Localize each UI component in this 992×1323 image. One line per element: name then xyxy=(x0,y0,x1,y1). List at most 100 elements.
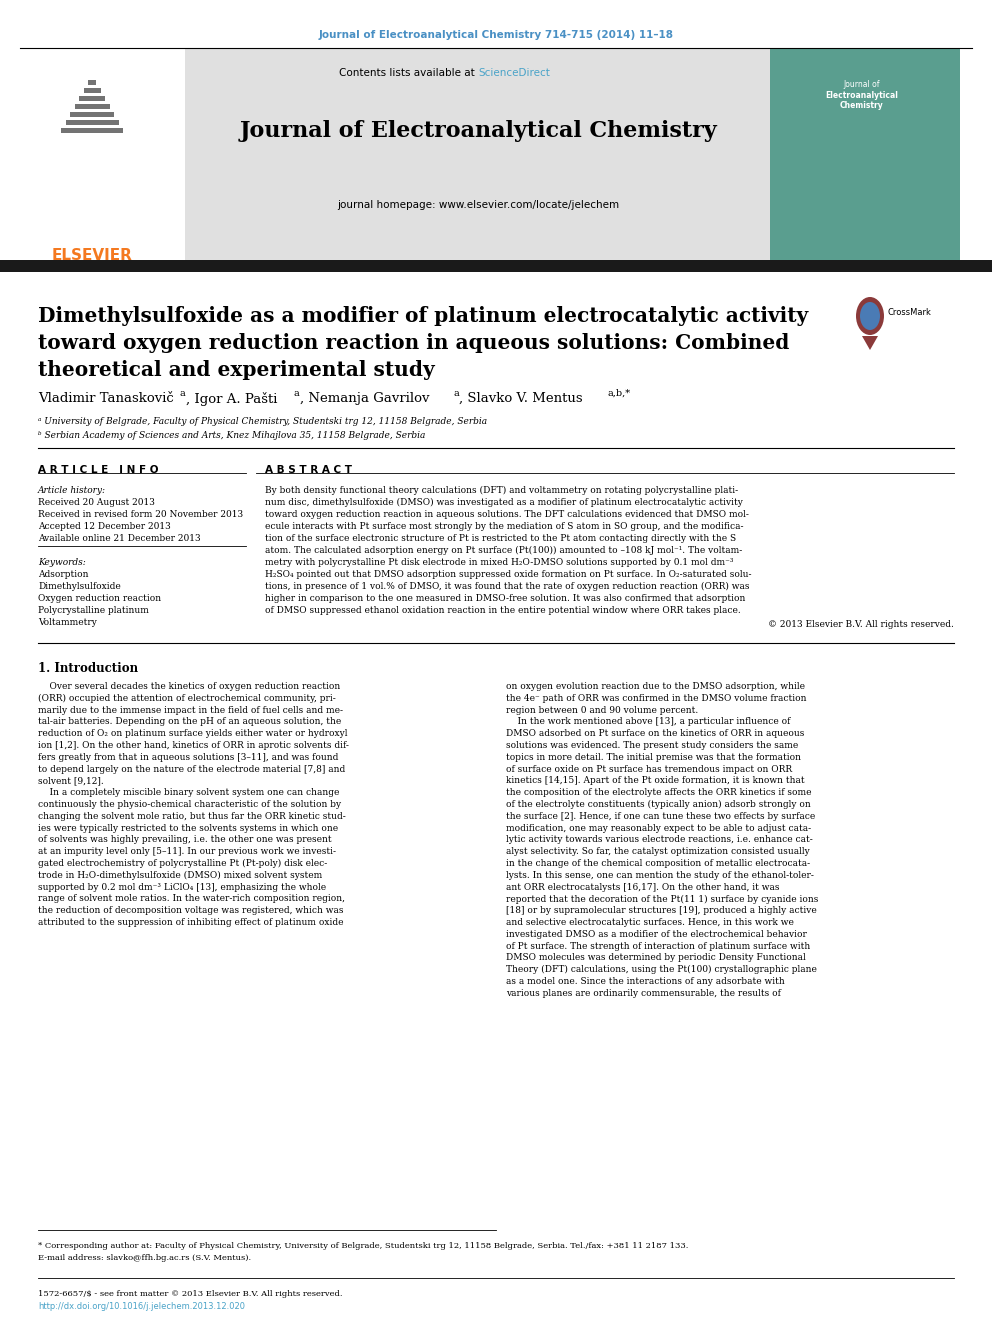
Text: in the change of the chemical composition of metallic electrocata-: in the change of the chemical compositio… xyxy=(506,859,810,868)
Text: Received in revised form 20 November 2013: Received in revised form 20 November 201… xyxy=(38,509,243,519)
Text: tions, in presence of 1 vol.% of DMSO, it was found that the rate of oxygen redu: tions, in presence of 1 vol.% of DMSO, i… xyxy=(265,582,750,591)
Text: and selective electrocatalytic surfaces. Hence, in this work we: and selective electrocatalytic surfaces.… xyxy=(506,918,794,927)
Bar xyxy=(70,112,114,116)
Text: toward oxygen reduction reaction in aqueous solutions: Combined: toward oxygen reduction reaction in aque… xyxy=(38,333,790,353)
Bar xyxy=(61,128,123,134)
Text: ant ORR electrocatalysts [16,17]. On the other hand, it was: ant ORR electrocatalysts [16,17]. On the… xyxy=(506,882,780,892)
Text: the composition of the electrolyte affects the ORR kinetics if some: the composition of the electrolyte affec… xyxy=(506,789,811,798)
Text: * Corresponding author at: Faculty of Physical Chemistry, University of Belgrade: * Corresponding author at: Faculty of Ph… xyxy=(38,1242,688,1250)
Bar xyxy=(84,89,101,93)
Text: Voltammetry: Voltammetry xyxy=(38,618,97,627)
Text: Accepted 12 December 2013: Accepted 12 December 2013 xyxy=(38,523,171,531)
Text: modification, one may reasonably expect to be able to adjust cata-: modification, one may reasonably expect … xyxy=(506,824,811,832)
Bar xyxy=(185,48,770,262)
Text: on oxygen evolution reaction due to the DMSO adsorption, while: on oxygen evolution reaction due to the … xyxy=(506,681,805,691)
Text: a: a xyxy=(294,389,300,398)
Text: ᵃ University of Belgrade, Faculty of Physical Chemistry, Studentski trg 12, 1115: ᵃ University of Belgrade, Faculty of Phy… xyxy=(38,417,487,426)
Text: at an impurity level only [5–11]. In our previous work we investi-: at an impurity level only [5–11]. In our… xyxy=(38,847,336,856)
Text: ies were typically restricted to the solvents systems in which one: ies were typically restricted to the sol… xyxy=(38,824,338,832)
Text: Theory (DFT) calculations, using the Pt(100) crystallographic plane: Theory (DFT) calculations, using the Pt(… xyxy=(506,966,816,974)
Text: the reduction of decomposition voltage was registered, which was: the reduction of decomposition voltage w… xyxy=(38,906,343,916)
Text: [18] or by supramolecular structures [19], produced a highly active: [18] or by supramolecular structures [19… xyxy=(506,906,816,916)
Bar xyxy=(0,261,992,273)
Text: © 2013 Elsevier B.V. All rights reserved.: © 2013 Elsevier B.V. All rights reserved… xyxy=(768,620,954,628)
Bar xyxy=(88,79,96,85)
Text: Polycrystalline platinum: Polycrystalline platinum xyxy=(38,606,149,615)
Text: 1572-6657/$ - see front matter © 2013 Elsevier B.V. All rights reserved.: 1572-6657/$ - see front matter © 2013 El… xyxy=(38,1290,342,1298)
Text: as a model one. Since the interactions of any adsorbate with: as a model one. Since the interactions o… xyxy=(506,976,785,986)
Text: DMSO adsorbed on Pt surface on the kinetics of ORR in aqueous: DMSO adsorbed on Pt surface on the kinet… xyxy=(506,729,805,738)
Text: Over several decades the kinetics of oxygen reduction reaction: Over several decades the kinetics of oxy… xyxy=(38,681,340,691)
Text: (ORR) occupied the attention of electrochemical community, pri-: (ORR) occupied the attention of electroc… xyxy=(38,693,335,703)
Text: Vladimir Tanaskovič: Vladimir Tanaskovič xyxy=(38,392,174,405)
Text: ELSEVIER: ELSEVIER xyxy=(52,247,133,263)
Text: H₂SO₄ pointed out that DMSO adsorption suppressed oxide formation on Pt surface.: H₂SO₄ pointed out that DMSO adsorption s… xyxy=(265,570,752,579)
Text: the 4e⁻ path of ORR was confirmed in the DMSO volume fraction: the 4e⁻ path of ORR was confirmed in the… xyxy=(506,693,806,703)
Text: , Igor A. Pašti: , Igor A. Pašti xyxy=(186,392,278,406)
Text: alyst selectivity. So far, the catalyst optimization consisted usually: alyst selectivity. So far, the catalyst … xyxy=(506,847,809,856)
Text: of the electrolyte constituents (typically anion) adsorb strongly on: of the electrolyte constituents (typical… xyxy=(506,800,810,810)
Text: changing the solvent mole ratio, but thus far the ORR kinetic stud-: changing the solvent mole ratio, but thu… xyxy=(38,812,346,820)
Text: , Nemanja Gavrilov: , Nemanja Gavrilov xyxy=(300,392,430,405)
Text: the surface [2]. Hence, if one can tune these two effects by surface: the surface [2]. Hence, if one can tune … xyxy=(506,812,815,820)
Text: Available online 21 December 2013: Available online 21 December 2013 xyxy=(38,534,200,542)
Text: gated electrochemistry of polycrystalline Pt (Pt-poly) disk elec-: gated electrochemistry of polycrystallin… xyxy=(38,859,327,868)
Text: tion of the surface electronic structure of Pt is restricted to the Pt atom cont: tion of the surface electronic structure… xyxy=(265,534,736,542)
Text: of solvents was highly prevailing, i.e. the other one was present: of solvents was highly prevailing, i.e. … xyxy=(38,835,331,844)
Text: ScienceDirect: ScienceDirect xyxy=(478,67,550,78)
Text: 1. Introduction: 1. Introduction xyxy=(38,662,138,675)
Text: various planes are ordinarily commensurable, the results of: various planes are ordinarily commensura… xyxy=(506,988,781,998)
Text: of surface oxide on Pt surface has tremendous impact on ORR: of surface oxide on Pt surface has treme… xyxy=(506,765,793,774)
Text: Oxygen reduction reaction: Oxygen reduction reaction xyxy=(38,594,161,603)
Text: In a completely miscible binary solvent system one can change: In a completely miscible binary solvent … xyxy=(38,789,339,798)
Text: lysts. In this sense, one can mention the study of the ethanol-toler-: lysts. In this sense, one can mention th… xyxy=(506,871,813,880)
Text: solutions was evidenced. The present study considers the same: solutions was evidenced. The present stu… xyxy=(506,741,799,750)
Text: http://dx.doi.org/10.1016/j.jelechem.2013.12.020: http://dx.doi.org/10.1016/j.jelechem.201… xyxy=(38,1302,245,1311)
Text: In the work mentioned above [13], a particular influence of: In the work mentioned above [13], a part… xyxy=(506,717,791,726)
Text: continuously the physio-chemical characteristic of the solution by: continuously the physio-chemical charact… xyxy=(38,800,341,808)
Text: reported that the decoration of the Pt(11 1) surface by cyanide ions: reported that the decoration of the Pt(1… xyxy=(506,894,818,904)
Text: tal-air batteries. Depending on the pH of an aqueous solution, the: tal-air batteries. Depending on the pH o… xyxy=(38,717,341,726)
Text: investigated DMSO as a modifier of the electrochemical behavior: investigated DMSO as a modifier of the e… xyxy=(506,930,806,939)
Bar xyxy=(770,48,960,262)
Text: Article history:: Article history: xyxy=(38,486,106,495)
Text: atom. The calculated adsorption energy on Pt surface (Pt(100)) amounted to –108 : atom. The calculated adsorption energy o… xyxy=(265,546,742,556)
Text: toward oxygen reduction reaction in aqueous solutions. The DFT calculations evid: toward oxygen reduction reaction in aque… xyxy=(265,509,749,519)
Text: a: a xyxy=(180,389,186,398)
Text: marily due to the immense impact in the field of fuel cells and me-: marily due to the immense impact in the … xyxy=(38,705,343,714)
Text: A R T I C L E   I N F O: A R T I C L E I N F O xyxy=(38,464,159,475)
Text: , Slavko V. Mentus: , Slavko V. Mentus xyxy=(459,392,587,405)
Text: kinetics [14,15]. Apart of the Pt oxide formation, it is known that: kinetics [14,15]. Apart of the Pt oxide … xyxy=(506,777,805,786)
Text: of DMSO suppressed ethanol oxidation reaction in the entire potential window whe: of DMSO suppressed ethanol oxidation rea… xyxy=(265,606,741,615)
Text: Keywords:: Keywords: xyxy=(38,558,85,568)
Text: Journal of: Journal of xyxy=(844,79,880,89)
Text: of Pt surface. The strength of interaction of platinum surface with: of Pt surface. The strength of interacti… xyxy=(506,942,810,951)
Text: metry with polycrystalline Pt disk electrode in mixed H₂O-DMSO solutions support: metry with polycrystalline Pt disk elect… xyxy=(265,558,733,568)
Text: supported by 0.2 mol dm⁻³ LiClO₄ [13], emphasizing the whole: supported by 0.2 mol dm⁻³ LiClO₄ [13], e… xyxy=(38,882,326,892)
Text: num disc, dimethylsulfoxide (DMSO) was investigated as a modifier of platinum el: num disc, dimethylsulfoxide (DMSO) was i… xyxy=(265,497,743,507)
Text: ion [1,2]. On the other hand, kinetics of ORR in aprotic solvents dif-: ion [1,2]. On the other hand, kinetics o… xyxy=(38,741,349,750)
Text: Chemistry: Chemistry xyxy=(840,101,884,110)
Text: Received 20 August 2013: Received 20 August 2013 xyxy=(38,497,155,507)
Text: Dimethylsulfoxide as a modifier of platinum electrocatalytic activity: Dimethylsulfoxide as a modifier of plati… xyxy=(38,306,808,325)
Text: higher in comparison to the one measured in DMSO-free solution. It was also conf: higher in comparison to the one measured… xyxy=(265,594,745,603)
Polygon shape xyxy=(862,336,878,351)
Text: to depend largely on the nature of the electrode material [7,8] and: to depend largely on the nature of the e… xyxy=(38,765,345,774)
Text: a: a xyxy=(453,389,458,398)
Text: Adsorption: Adsorption xyxy=(38,570,88,579)
Text: E-mail address: slavko@ffh.bg.ac.rs (S.V. Mentus).: E-mail address: slavko@ffh.bg.ac.rs (S.V… xyxy=(38,1254,251,1262)
Text: ᵇ Serbian Academy of Sciences and Arts, Knez Mihajlova 35, 11158 Belgrade, Serbi: ᵇ Serbian Academy of Sciences and Arts, … xyxy=(38,431,426,441)
Ellipse shape xyxy=(860,302,880,329)
Text: range of solvent mole ratios. In the water-rich composition region,: range of solvent mole ratios. In the wat… xyxy=(38,894,345,904)
Text: lytic activity towards various electrode reactions, i.e. enhance cat-: lytic activity towards various electrode… xyxy=(506,835,812,844)
Text: Journal of Electroanalytical Chemistry: Journal of Electroanalytical Chemistry xyxy=(239,120,717,142)
Text: theoretical and experimental study: theoretical and experimental study xyxy=(38,360,434,380)
Text: By both density functional theory calculations (DFT) and voltammetry on rotating: By both density functional theory calcul… xyxy=(265,486,738,495)
Text: ecule interacts with Pt surface most strongly by the mediation of S atom in SO g: ecule interacts with Pt surface most str… xyxy=(265,523,743,531)
Text: topics in more detail. The initial premise was that the formation: topics in more detail. The initial premi… xyxy=(506,753,801,762)
Text: solvent [9,12].: solvent [9,12]. xyxy=(38,777,104,786)
Text: DMSO molecules was determined by periodic Density Functional: DMSO molecules was determined by periodi… xyxy=(506,954,806,962)
Text: Journal of Electroanalytical Chemistry 714-715 (2014) 11–18: Journal of Electroanalytical Chemistry 7… xyxy=(318,30,674,40)
Text: A B S T R A C T: A B S T R A C T xyxy=(265,464,352,475)
Text: Contents lists available at: Contents lists available at xyxy=(339,67,478,78)
